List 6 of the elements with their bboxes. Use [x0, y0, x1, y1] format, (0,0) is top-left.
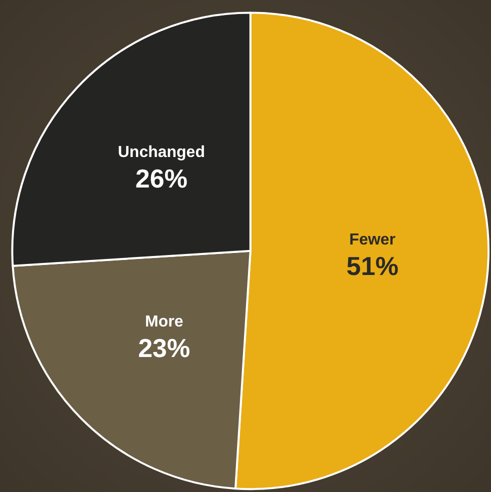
slice-label: Unchanged — [118, 144, 205, 161]
slice-label: More — [144, 314, 184, 331]
slice-label: Fewer — [349, 231, 396, 248]
data-label: 23% — [138, 333, 190, 364]
data-label: 26% — [135, 163, 188, 194]
data-label: 51% — [346, 250, 398, 281]
